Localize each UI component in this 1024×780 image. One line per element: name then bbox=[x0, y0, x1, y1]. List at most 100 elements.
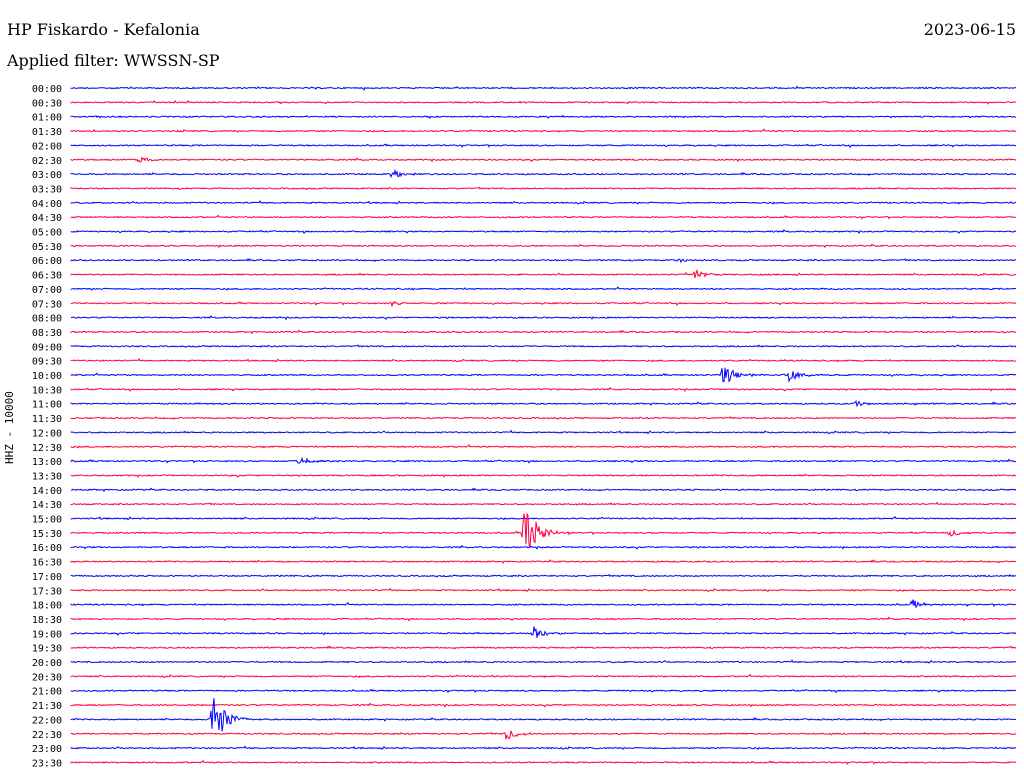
row-time-label: 19:30 bbox=[32, 644, 62, 655]
trace-line bbox=[70, 300, 1017, 307]
row-time-label: 22:30 bbox=[32, 730, 62, 741]
trace-line bbox=[70, 698, 1017, 732]
row-time-label: 21:30 bbox=[32, 701, 62, 712]
trace-line bbox=[70, 114, 1017, 120]
row-time-label: 04:00 bbox=[32, 199, 62, 210]
row-time-label: 01:30 bbox=[32, 127, 62, 138]
trace-line bbox=[70, 702, 1017, 708]
trace-line bbox=[70, 730, 1017, 740]
row-time-label: 15:30 bbox=[32, 529, 62, 540]
row-time-label: 07:30 bbox=[32, 299, 62, 310]
row-time-label: 10:30 bbox=[32, 385, 62, 396]
row-time-label: 08:00 bbox=[32, 314, 62, 325]
trace-line bbox=[70, 315, 1017, 321]
row-time-label: 14:30 bbox=[32, 500, 62, 511]
row-time-label: 23:30 bbox=[32, 758, 62, 769]
trace-line bbox=[70, 512, 1017, 549]
row-time-label: 10:00 bbox=[32, 371, 62, 382]
trace-line bbox=[70, 99, 1017, 105]
trace-line bbox=[70, 457, 1017, 464]
trace-line bbox=[70, 329, 1017, 335]
trace-line bbox=[70, 515, 1017, 521]
row-time-label: 17:30 bbox=[32, 586, 62, 597]
trace-line bbox=[70, 429, 1016, 435]
trace-line bbox=[70, 487, 1017, 493]
trace-line bbox=[70, 599, 1017, 609]
trace-line bbox=[70, 573, 1016, 578]
row-time-label: 18:00 bbox=[32, 601, 62, 612]
trace-line bbox=[70, 243, 1016, 249]
row-time-label: 23:00 bbox=[32, 744, 62, 755]
row-time-label: 12:30 bbox=[32, 443, 62, 454]
trace-line bbox=[70, 473, 1017, 479]
row-time-label: 03:30 bbox=[32, 184, 62, 195]
trace-line bbox=[70, 745, 1017, 750]
trace-line bbox=[70, 268, 1017, 279]
trace-line bbox=[70, 616, 1017, 622]
row-time-label: 14:00 bbox=[32, 486, 62, 497]
trace-line bbox=[70, 587, 1017, 593]
trace-line bbox=[70, 357, 1017, 363]
row-time-label: 19:00 bbox=[32, 629, 62, 640]
row-time-label: 13:30 bbox=[32, 471, 62, 482]
trace-line bbox=[70, 229, 1017, 235]
trace-line bbox=[70, 759, 1017, 765]
row-time-label: 20:00 bbox=[32, 658, 62, 669]
trace-line bbox=[70, 286, 1017, 291]
row-time-label: 04:30 bbox=[32, 213, 62, 224]
row-time-label: 15:00 bbox=[32, 515, 62, 526]
row-time-label: 07:00 bbox=[32, 285, 62, 296]
trace-line bbox=[70, 257, 1017, 264]
trace-line bbox=[70, 544, 1017, 550]
trace-line bbox=[70, 688, 1017, 694]
row-time-label: 16:00 bbox=[32, 543, 62, 554]
trace-line bbox=[70, 143, 1017, 148]
trace-line bbox=[70, 186, 1017, 191]
row-time-label: 21:00 bbox=[32, 687, 62, 698]
row-time-label: 08:30 bbox=[32, 328, 62, 339]
filter-label: Applied filter: WWSSN-SP bbox=[7, 51, 220, 70]
row-time-label: 02:00 bbox=[32, 141, 62, 152]
trace-line bbox=[70, 386, 1017, 393]
row-time-label: 05:00 bbox=[32, 228, 62, 239]
trace-line bbox=[70, 85, 1017, 91]
row-time-label: 05:30 bbox=[32, 242, 62, 253]
row-time-label: 00:00 bbox=[32, 84, 62, 95]
row-time-label: 09:00 bbox=[32, 342, 62, 353]
trace-line bbox=[70, 128, 1017, 133]
row-time-label: 11:30 bbox=[32, 414, 62, 425]
trace-line bbox=[70, 673, 1017, 679]
row-time-label: 12:00 bbox=[32, 428, 62, 439]
row-time-label: 00:30 bbox=[32, 98, 62, 109]
trace-line bbox=[70, 156, 1017, 163]
trace-line bbox=[70, 501, 1017, 506]
row-time-label: 11:00 bbox=[32, 400, 62, 411]
row-time-label: 01:00 bbox=[32, 113, 62, 124]
row-time-label: 03:00 bbox=[32, 170, 62, 181]
row-time-label: 16:30 bbox=[32, 558, 62, 569]
row-time-label: 13:00 bbox=[32, 457, 62, 468]
trace-line bbox=[70, 416, 1017, 420]
row-time-label: 06:00 bbox=[32, 256, 62, 267]
row-time-label: 20:30 bbox=[32, 672, 62, 683]
row-time-label: 18:30 bbox=[32, 615, 62, 626]
row-time-label: 09:30 bbox=[32, 357, 62, 368]
station-title: HP Fiskardo - Kefalonia bbox=[7, 20, 200, 39]
row-time-label: 17:00 bbox=[32, 572, 62, 583]
trace-line bbox=[70, 168, 1016, 178]
row-time-label: 06:30 bbox=[32, 271, 62, 282]
trace-line bbox=[70, 200, 1017, 205]
trace-line bbox=[70, 400, 1017, 408]
trace-line bbox=[70, 559, 1017, 564]
row-time-label: 22:00 bbox=[32, 715, 62, 726]
trace-line bbox=[70, 214, 1017, 220]
trace-line bbox=[70, 626, 1017, 638]
trace-line bbox=[70, 367, 1017, 383]
trace-line bbox=[70, 645, 1017, 650]
trace-line bbox=[70, 659, 1017, 664]
trace-line bbox=[70, 344, 1017, 348]
trace-line bbox=[70, 444, 1017, 449]
date-label: 2023-06-15 bbox=[923, 20, 1016, 39]
row-time-label: 02:30 bbox=[32, 156, 62, 167]
